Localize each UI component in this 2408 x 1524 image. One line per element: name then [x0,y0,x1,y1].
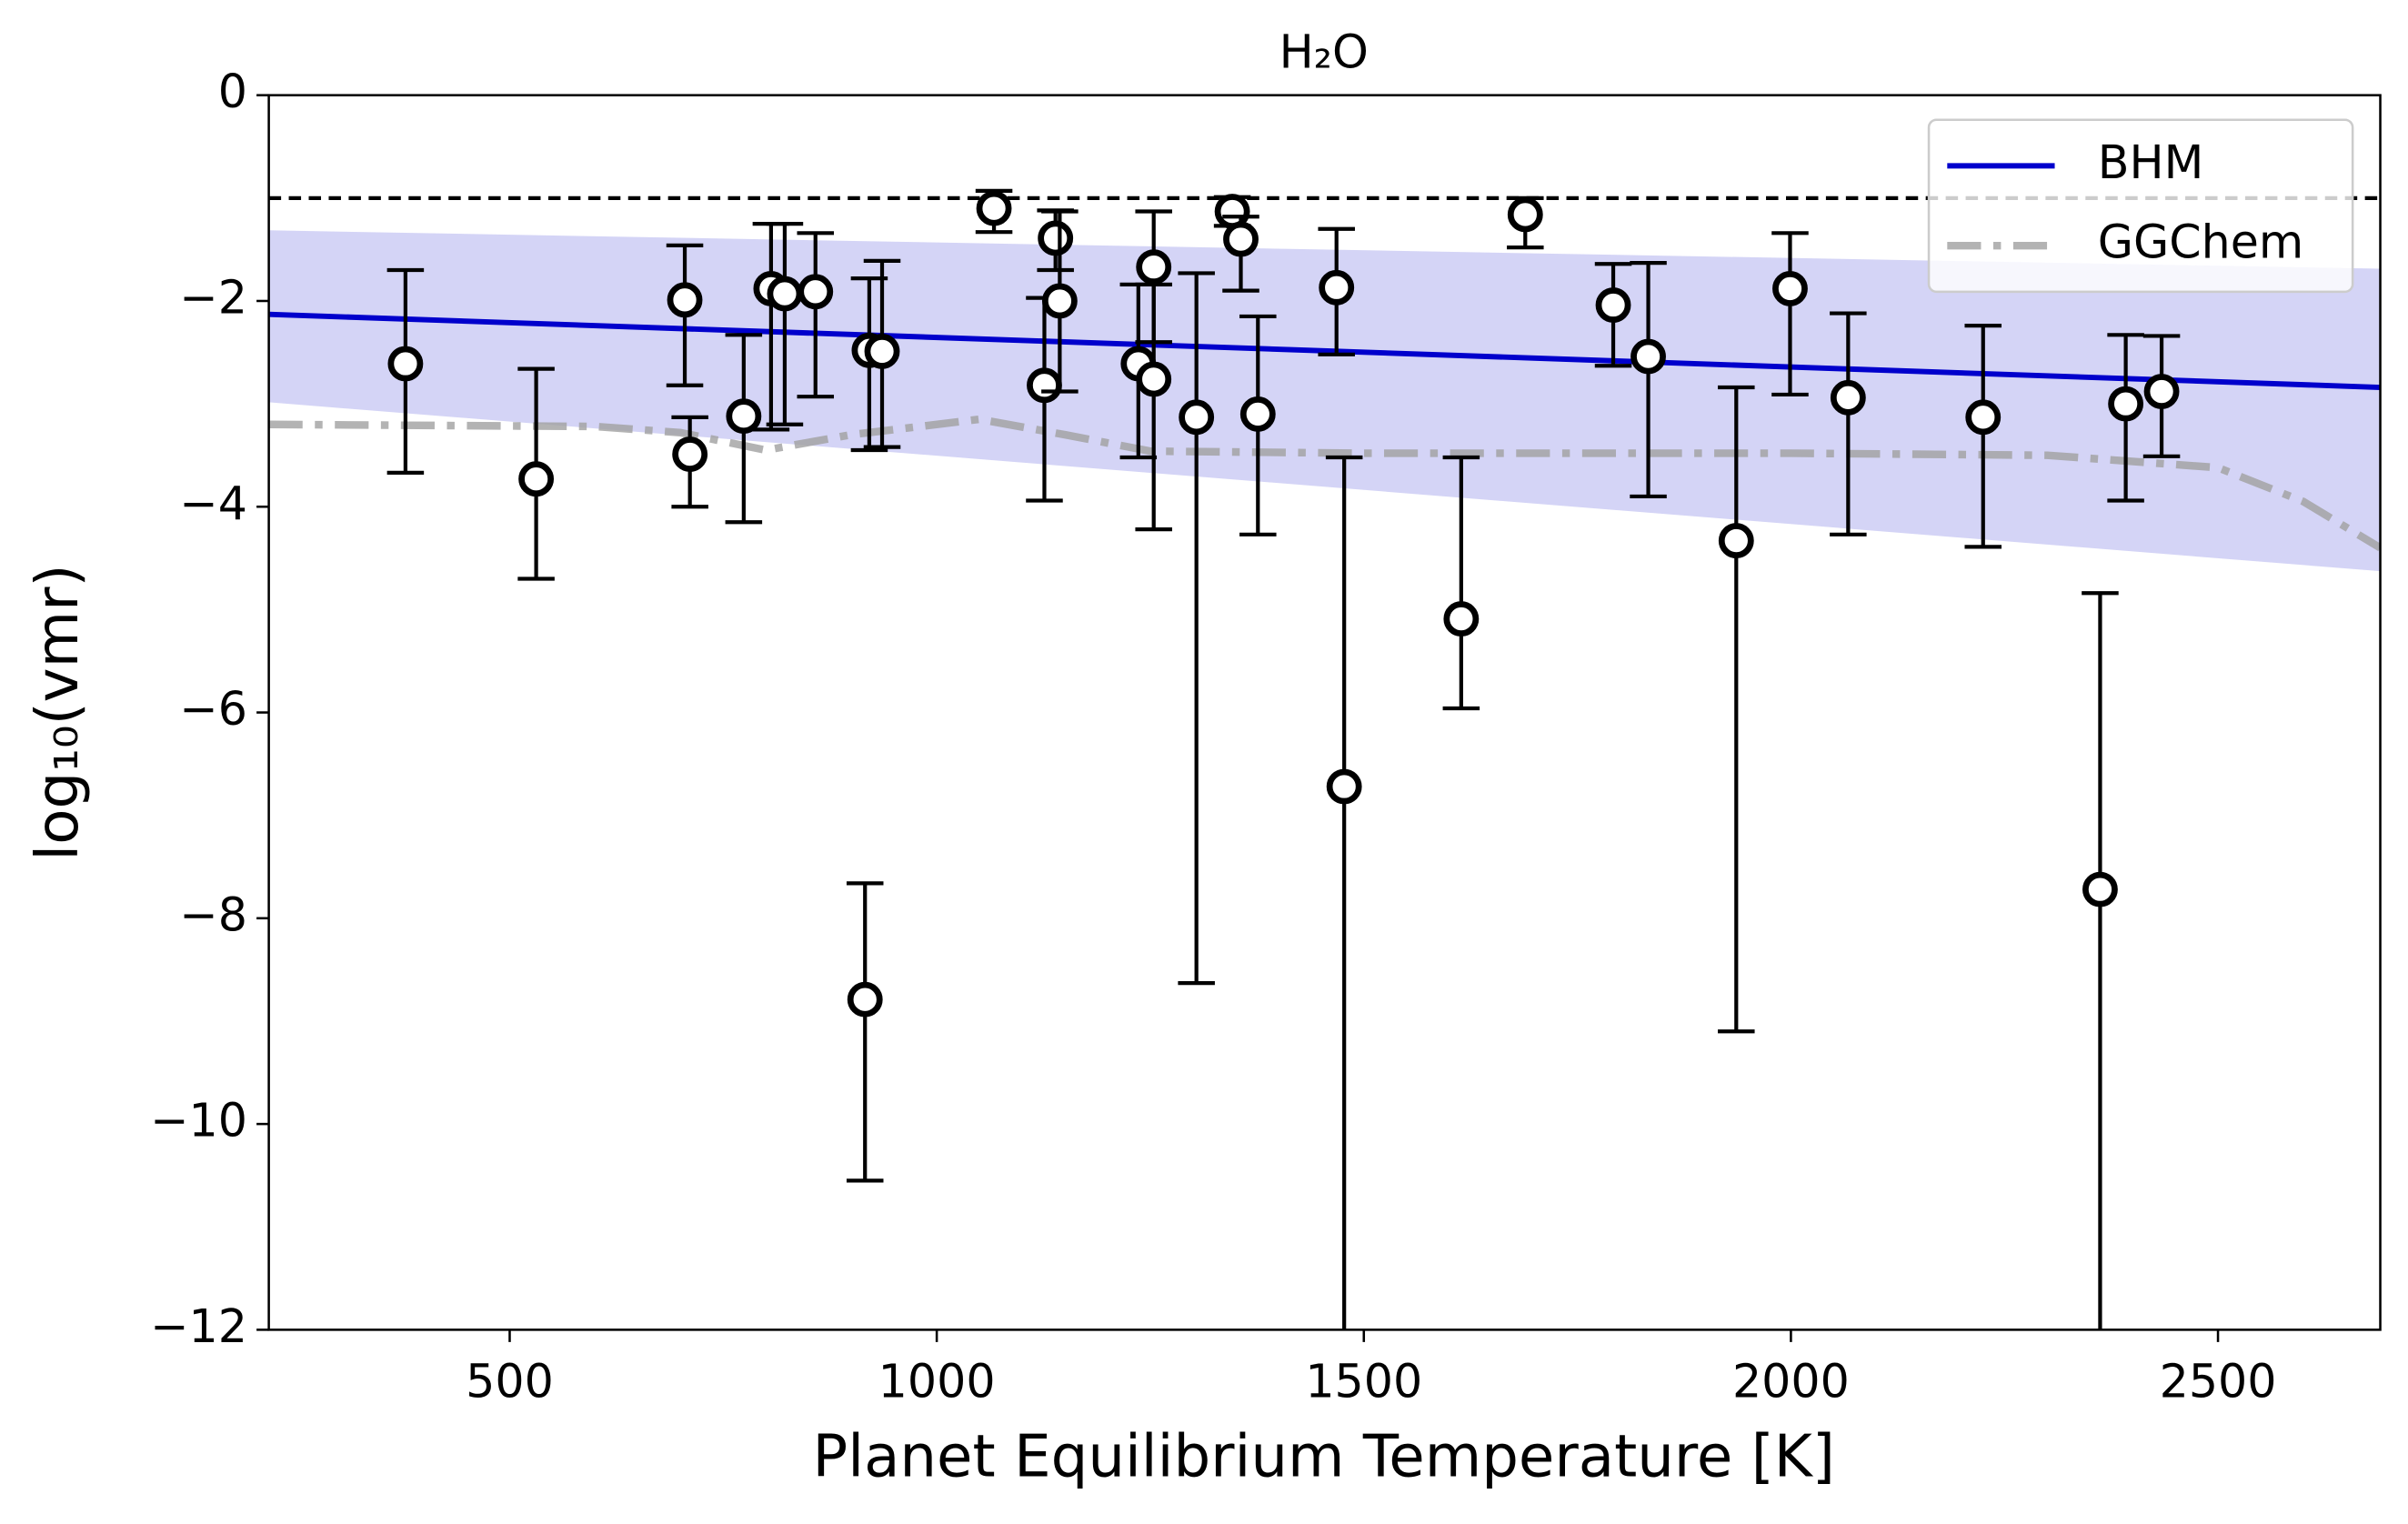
data-point [1630,261,1667,499]
marker [387,346,424,382]
data-point [846,881,884,1183]
data-point [1135,209,1172,345]
series-line [268,311,2381,390]
overlay: 500 1000 1500 2000 2500 0 −2 −4 −6 −8 −10 −12 BHM GGC… [150,65,2354,1409]
y-tick-label: −6 [179,682,247,736]
marker [1630,338,1666,375]
marker [1326,768,1362,805]
marker [672,436,708,472]
marker [1239,396,1276,432]
y-tick-label: −2 [179,270,247,324]
marker [798,274,834,310]
data-point [1507,196,1544,250]
data-point [1178,271,1215,986]
data-point [1830,311,1867,536]
marker [767,276,803,312]
data-point [975,188,1013,235]
data-point [1718,385,1755,1034]
marker [1595,287,1631,323]
marker [1223,221,1259,257]
data-point [1239,314,1277,536]
data-point [1222,215,1259,293]
data-point [671,415,708,509]
data-point [2082,591,2119,1330]
posterior-band [268,230,2381,572]
data-point [1135,282,1172,532]
marker [1038,220,1074,256]
marker [1179,399,1215,436]
x-tick-label: 500 [466,1355,554,1409]
data-point [666,243,704,387]
chart-title: H₂O [1279,25,1369,78]
marker [667,282,703,318]
data-point [1213,194,1251,229]
marker [2082,871,2118,907]
marker [1136,361,1172,397]
marker [518,461,555,497]
data-point [1771,231,1809,397]
marker [726,398,762,435]
marker [976,190,1012,226]
marker [1041,283,1078,319]
marker [1136,249,1172,286]
data-point [797,231,835,399]
y-tick-label: −8 [179,887,247,941]
marker [864,333,900,369]
series-line [268,415,2381,552]
marker [2143,374,2180,409]
data-point [1318,226,1355,356]
marker [1965,399,2002,436]
marker [1830,379,1866,416]
y-tick-label: −10 [150,1094,247,1148]
y-tick-label: −12 [150,1299,247,1353]
x-tick-label: 1000 [878,1355,996,1409]
legend-label: BHM [2098,135,2204,189]
plot-area [268,188,2381,1330]
data-point [2142,334,2181,458]
data-point [517,366,555,581]
marker [847,981,883,1018]
x-tick-label: 1500 [1305,1355,1422,1409]
data-point [1442,455,1480,711]
marker [1718,523,1754,559]
y-axis-label: log₁₀(vmr) [24,564,92,860]
marker [1027,367,1062,404]
axes-frame [267,94,2382,1331]
x-tick-label: 2500 [2160,1355,2277,1409]
marker [2108,386,2144,422]
data-point [1041,209,1079,394]
x-tick-label: 2000 [1732,1355,1850,1409]
y-tick-label: −4 [179,476,247,530]
marker [1772,270,1808,306]
data-point [1594,262,1632,368]
data-point [1964,324,2002,549]
marker [1319,269,1355,306]
x-axis-label: Planet Equilibrium Temperature [K] [813,1422,1835,1490]
data-point [1325,455,1363,1330]
data-point [863,258,901,449]
y-tick-label: 0 [218,65,247,118]
data-point [386,267,425,476]
marker [1507,196,1543,233]
legend-label: GGChem [2098,216,2303,269]
data-point [725,333,763,525]
data-point [2107,333,2144,503]
marker [1443,601,1480,637]
